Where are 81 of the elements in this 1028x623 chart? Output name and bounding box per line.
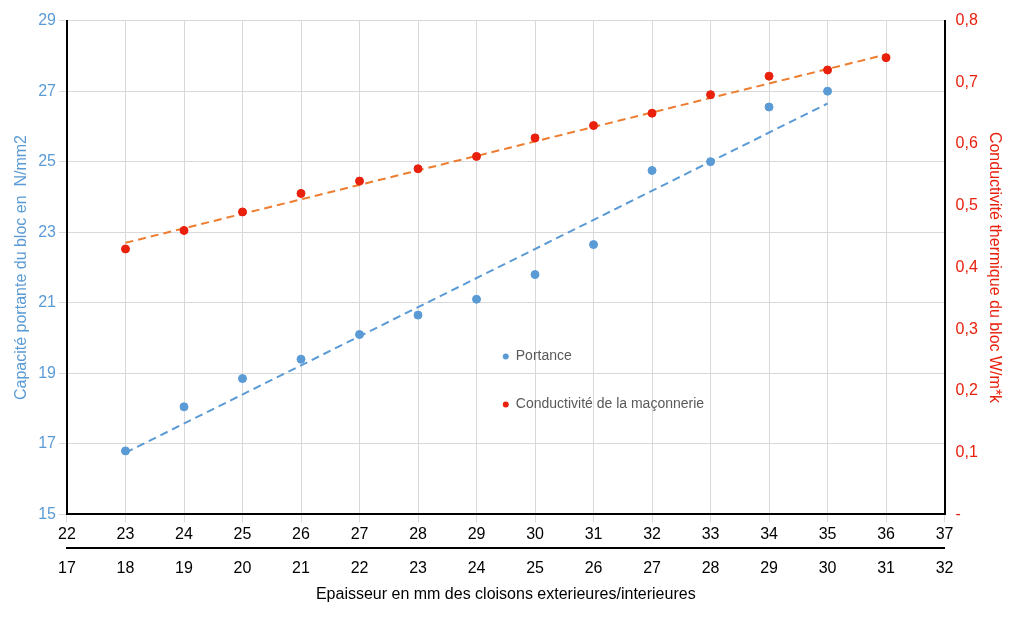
x-tick-label: 28: [409, 525, 428, 543]
point: [179, 402, 189, 412]
x-tick-label: 23: [116, 525, 135, 543]
y-tick-label: 19: [38, 363, 57, 381]
x2-tick-label: 31: [877, 558, 896, 576]
y-axis-title: Capacité portante du bloc en N/mm2: [12, 134, 30, 401]
x-tick-label: 34: [760, 525, 779, 543]
x-tick-label: 24: [175, 525, 194, 543]
point: [179, 225, 189, 235]
point: [589, 240, 599, 250]
x2-tick-label: 27: [643, 558, 662, 576]
point: [823, 86, 833, 96]
y2-tick-label: 0,5: [955, 196, 978, 214]
legend-label: Portance: [515, 347, 573, 364]
x2-tick-label: 28: [701, 558, 720, 576]
point: [296, 188, 306, 198]
point: [706, 157, 716, 167]
point: [296, 354, 306, 364]
x2-tick-label: 20: [233, 558, 252, 576]
y-tick-label: 17: [38, 434, 57, 452]
x-tick-label: 25: [233, 525, 252, 543]
x-tick-label: 29: [467, 525, 486, 543]
legend-label: Conductivité de la maçonnerie: [515, 395, 705, 412]
x2-tick-label: 18: [116, 558, 135, 576]
point: [472, 294, 482, 304]
x-tick-label: 37: [935, 525, 954, 543]
y2-tick-label: 0,2: [955, 381, 978, 399]
x-tick-label: 32: [643, 525, 662, 543]
y-tick-label: 25: [38, 152, 57, 170]
y-tick-label: 21: [38, 293, 57, 311]
x-tick-label: 22: [58, 525, 76, 543]
x2-tick-label: 25: [526, 558, 545, 576]
x-tick-label: 30: [526, 525, 545, 543]
point: [764, 71, 774, 81]
point: [764, 102, 774, 112]
y2-tick-label: 0,3: [955, 319, 978, 337]
x2-tick-label: 22: [350, 558, 369, 576]
y2-tick-label: 0,8: [955, 11, 978, 29]
x2-tick-label: 21: [292, 558, 311, 576]
point: [121, 244, 130, 254]
x2-tick-label: 26: [584, 558, 603, 576]
point: [472, 151, 482, 161]
x2-tick-label: 24: [467, 558, 486, 576]
point: [823, 65, 833, 75]
x-tick-label: 27: [350, 525, 369, 543]
point: [589, 121, 599, 131]
point: [238, 207, 248, 217]
y2-tick-label: 0,7: [955, 72, 978, 90]
x-tick-label: 31: [584, 525, 603, 543]
point: [706, 90, 716, 100]
y2-tick-label: -: [955, 504, 961, 522]
point: [530, 270, 540, 280]
x2-tick-label: 19: [175, 558, 194, 576]
point: [881, 53, 891, 63]
y2-axis-title: Conductivité thermique du bloc W/m*k: [986, 131, 1004, 405]
x-tick-label: 33: [701, 525, 720, 543]
x-axis-title: Epaisseur en mm des cloisons exterieures/interieures: [315, 584, 696, 602]
point: [647, 166, 657, 175]
y2-tick-label: 0,6: [955, 134, 978, 152]
y-tick-label: 29: [38, 11, 57, 29]
point: [413, 164, 423, 174]
point: [121, 446, 130, 456]
x2-tick-label: 17: [58, 558, 76, 576]
x2-tick-label: 30: [818, 558, 837, 576]
point: [413, 310, 423, 320]
point: [355, 330, 365, 340]
y-tick-label: 15: [38, 504, 57, 522]
point: [530, 133, 540, 143]
x-tick-label: 26: [292, 525, 311, 543]
point: [238, 374, 248, 384]
y-tick-label: 23: [38, 222, 57, 240]
x2-tick-label: 29: [760, 558, 779, 576]
y2-tick-label: 0,4: [955, 257, 978, 275]
y-tick-label: 27: [38, 81, 57, 99]
y2-tick-label: 0,1: [955, 443, 978, 461]
x2-tick-label: 23: [409, 558, 428, 576]
point: [355, 176, 365, 186]
x2-tick-label: 32: [935, 558, 954, 576]
x-tick-label: 35: [818, 525, 837, 543]
x-tick-label: 36: [877, 525, 896, 543]
point: [647, 108, 657, 118]
